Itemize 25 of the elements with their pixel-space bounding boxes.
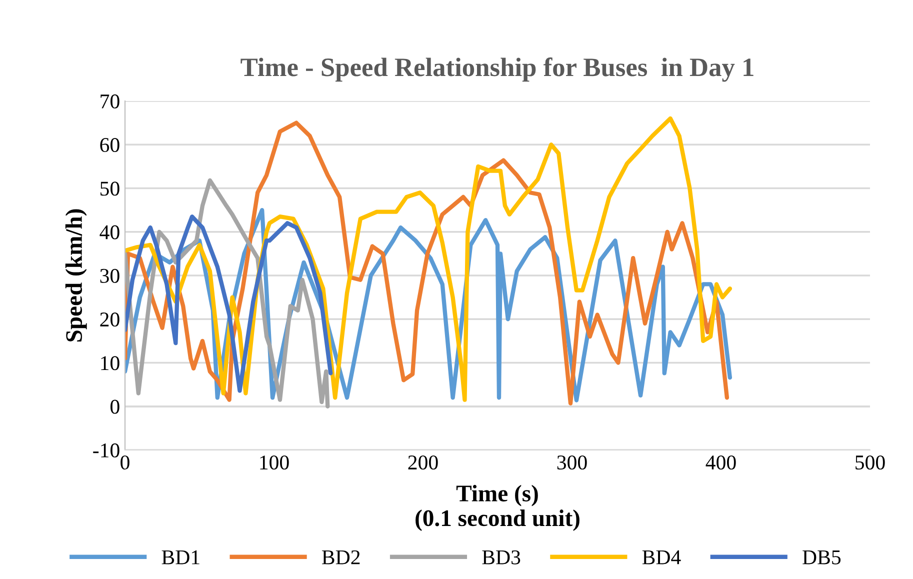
y-tick-label: 50 [100,182,120,196]
y-tick-label: 70 [100,94,120,108]
y-tick-label: -10 [93,443,120,458]
x-tick-label: 200 [408,455,438,470]
y-axis-title: Speed (km/h) [65,209,87,342]
x-tick-label: 400 [706,455,736,470]
line-series [125,178,330,408]
legend-label: DB5 [802,550,841,564]
x-axis-title: Time (s) (0.1 second unit) [416,484,580,531]
x-tick-label: 0 [120,455,130,470]
y-tick-label: 30 [100,268,120,283]
y-tick-label: 60 [100,138,120,152]
x-tick-label: 300 [557,455,587,470]
y-tick-label: 20 [100,312,120,327]
y-tick-label: 0 [110,400,120,414]
chart-title: Time - Speed Relationship for Buses in Day 1 [240,57,754,82]
x-tick-label: 100 [260,455,289,470]
y-tick-label: 10 [101,356,120,370]
legend-label: BD2 [322,550,360,564]
y-tick-label: 40 [100,225,120,240]
legend-label: BD1 [162,550,200,564]
legend-label: BD4 [642,550,681,564]
legend-label: BD3 [482,550,520,564]
x-tick-label: 500 [856,455,885,470]
line-series [125,214,333,393]
